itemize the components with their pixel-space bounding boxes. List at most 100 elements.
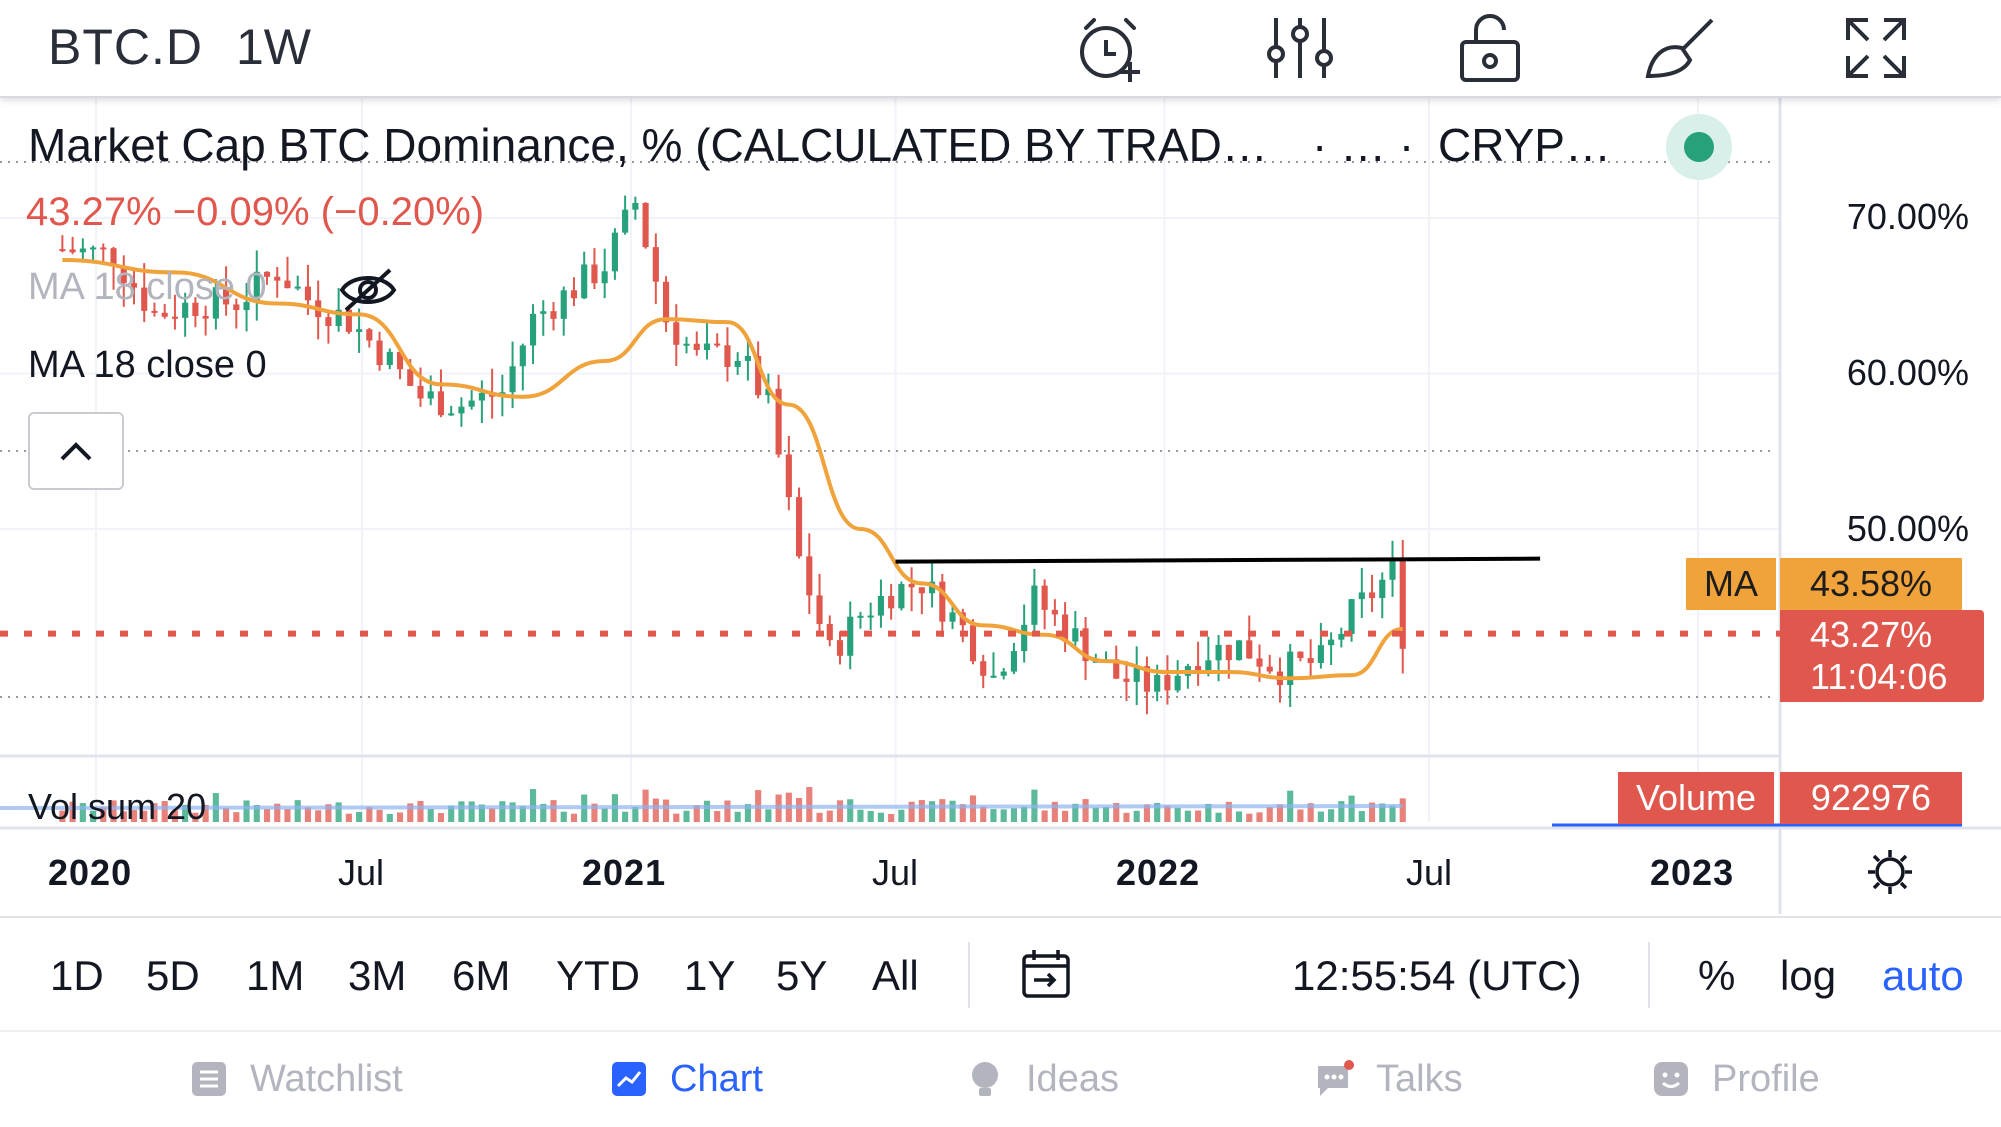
candle-body [263, 271, 271, 277]
candle-body [591, 264, 598, 284]
chevron-up-icon [60, 442, 92, 461]
candle-body [182, 302, 189, 318]
candle-body [284, 280, 291, 289]
volume-bar [192, 812, 199, 822]
candle-body [1225, 644, 1232, 661]
utc-clock[interactable]: 12:55:54 (UTC) [1292, 952, 1582, 999]
range-1y[interactable]: 1Y [684, 952, 736, 999]
volume-bar [182, 804, 189, 822]
candle-body [90, 247, 97, 250]
talks-icon [1318, 1060, 1354, 1096]
candle-body [785, 454, 792, 498]
candle-body [1000, 671, 1007, 676]
ideas-icon [972, 1062, 998, 1096]
unlock-icon[interactable] [1452, 14, 1528, 82]
time-label: Jul [872, 852, 919, 893]
candle-body [366, 329, 373, 341]
volume-bar [1379, 803, 1386, 822]
volume-bar [417, 800, 424, 822]
candle-body [1195, 666, 1202, 671]
candle-body [192, 302, 199, 316]
volume-bar [560, 811, 567, 822]
symbol-button[interactable]: BTC.D [48, 19, 203, 75]
volume-bar [233, 812, 240, 822]
candle-body [386, 351, 393, 366]
candle-body [765, 388, 772, 396]
nav-ideas[interactable]: Ideas [966, 1054, 1119, 1104]
candle-body [1389, 559, 1396, 580]
candle-body [79, 248, 86, 253]
volume-bar [437, 813, 445, 822]
candle-body [1123, 678, 1130, 682]
volume-bar [1389, 805, 1396, 822]
calendar-goto-icon[interactable] [1020, 948, 1072, 1000]
legend-title[interactable]: Market Cap BTC Dominance, % (CALCULATED … [28, 119, 1268, 171]
candle-body [335, 309, 342, 327]
volume-bar [141, 810, 148, 822]
auto-toggle[interactable]: auto [1882, 952, 1964, 999]
legend-exchange: CRYP… [1438, 119, 1611, 171]
volume-bar [1051, 801, 1058, 822]
candle-body [427, 391, 434, 399]
volume-bar [877, 812, 884, 822]
candle-body [918, 587, 925, 594]
candle-body [540, 311, 547, 314]
nav-talks[interactable]: Talks [1316, 1054, 1463, 1104]
range-1m[interactable]: 1M [246, 952, 305, 999]
nav-chart[interactable]: Chart [610, 1054, 763, 1104]
volume-bar [652, 798, 659, 822]
range-ytd[interactable]: YTD [556, 952, 640, 999]
candle-body [130, 283, 138, 288]
volume-bar [304, 807, 312, 822]
eye-off-icon[interactable] [338, 264, 398, 314]
log-toggle[interactable]: log [1780, 952, 1837, 999]
drawing-brush-icon[interactable] [1642, 14, 1718, 82]
volume-bar [325, 804, 332, 822]
market-status-indicator[interactable] [1666, 114, 1732, 180]
percent-toggle[interactable]: % [1698, 952, 1736, 999]
volume-bar [1338, 801, 1345, 822]
gear-icon[interactable] [1866, 848, 1914, 896]
legend-ma[interactable]: MA 18 close 0 [28, 344, 267, 386]
range-all[interactable]: All [872, 952, 919, 999]
price-label: 70.00% [1846, 196, 1969, 237]
legend-ma-hidden[interactable]: MA 18 close 0 [28, 266, 267, 308]
candle-body [929, 581, 936, 594]
candle-body [212, 287, 219, 319]
range-1d[interactable]: 1D [50, 952, 104, 999]
volume-bar [1195, 810, 1202, 822]
interval-button[interactable]: 1W [236, 19, 311, 75]
volume-bar [908, 801, 915, 822]
collapse-legend-button[interactable] [28, 412, 124, 490]
volume-bar [315, 810, 322, 822]
candle-body [662, 281, 670, 323]
candle-body [294, 286, 301, 289]
range-6m[interactable]: 6M [452, 952, 511, 999]
candle-body [724, 345, 731, 367]
range-3m[interactable]: 3M [348, 952, 407, 999]
volume-bar [806, 787, 813, 822]
candle-body [642, 202, 649, 248]
candle-body [990, 675, 997, 678]
fullscreen-icon[interactable] [1838, 14, 1914, 82]
last-price-tag: 43.27% 11:04:06 [1780, 610, 1984, 702]
candle-body [1287, 651, 1294, 686]
ma-line [62, 257, 1404, 681]
volume-bar [1164, 805, 1171, 822]
volume-bar [1368, 802, 1376, 822]
volume-bar [284, 808, 291, 822]
candle-body [141, 287, 148, 311]
indicators-icon[interactable] [1262, 14, 1338, 82]
volume-bar [816, 812, 823, 822]
range-5d[interactable]: 5D [146, 952, 200, 999]
candle-body [1348, 599, 1355, 634]
nav-watchlist[interactable]: Watchlist [190, 1054, 403, 1104]
candle-body [1368, 592, 1376, 599]
volume-legend[interactable]: Vol sum 20 [28, 786, 207, 827]
nav-profile[interactable]: Profile [1652, 1054, 1820, 1104]
candle-body [652, 247, 659, 282]
alarm-add-icon[interactable] [1072, 14, 1148, 82]
volume-bar [1348, 795, 1355, 822]
volume-bar [1328, 809, 1335, 822]
range-5y[interactable]: 5Y [776, 952, 828, 999]
